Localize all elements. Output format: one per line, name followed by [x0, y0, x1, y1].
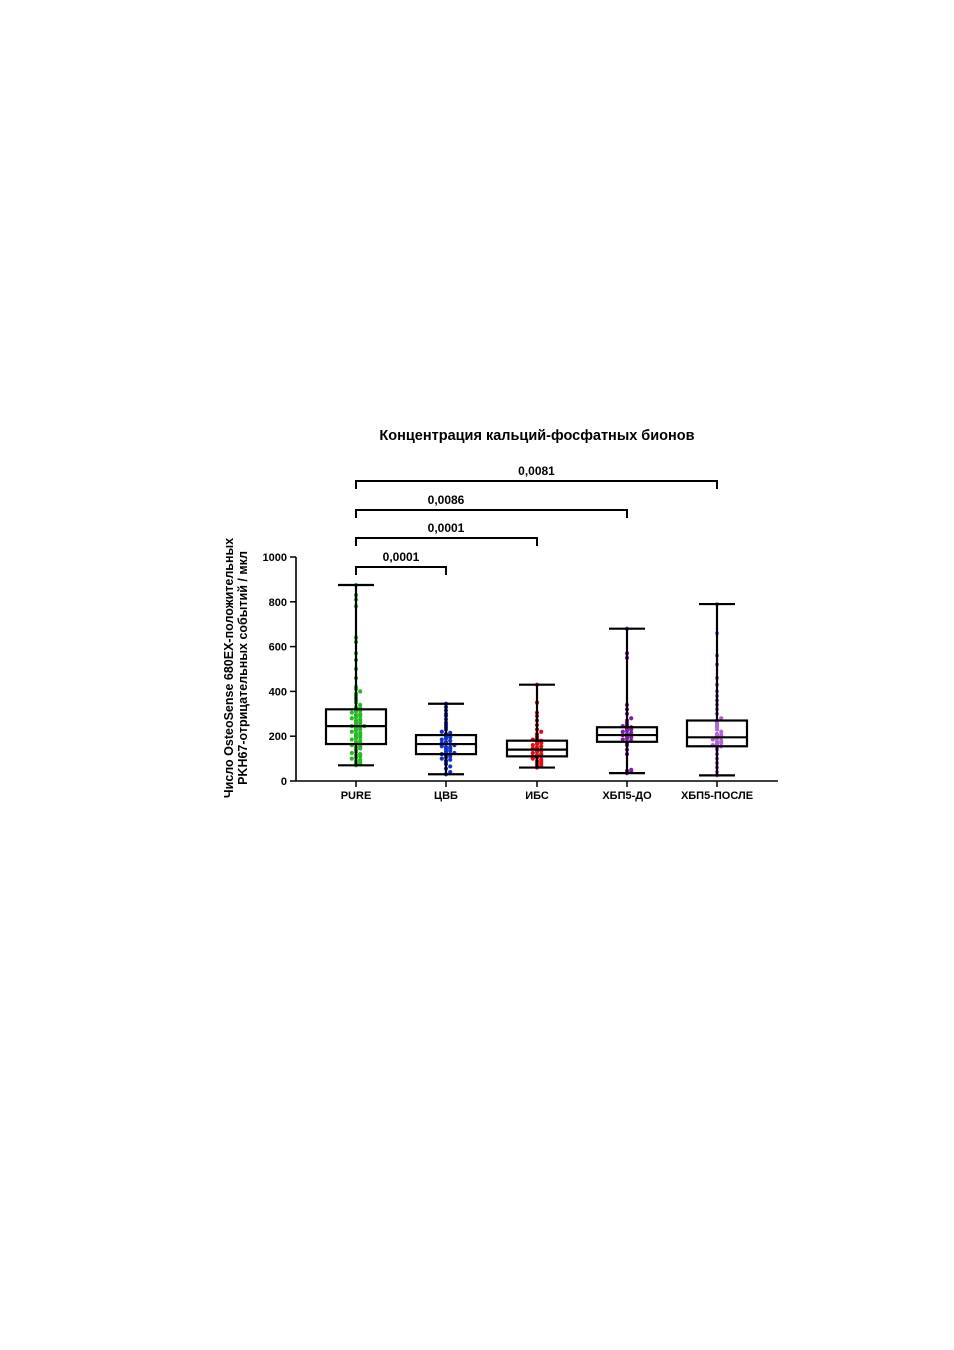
data-point — [530, 743, 535, 748]
data-point — [534, 745, 540, 750]
data-point — [539, 744, 544, 749]
y-axis-label-line-2: PKH67-отрицательных событий / мкл — [236, 551, 250, 785]
data-point — [629, 730, 634, 735]
data-point — [349, 729, 354, 734]
significance-bracket — [355, 566, 447, 575]
x-tick-label: ХБП5-ПОСЛЕ — [681, 790, 753, 802]
y-tick-label: 1000 — [263, 552, 287, 564]
data-point — [719, 732, 724, 738]
data-point — [448, 769, 453, 775]
data-point — [448, 745, 453, 750]
data-point — [353, 718, 359, 723]
data-point — [443, 739, 449, 744]
data-point — [719, 738, 724, 743]
data-point — [714, 731, 720, 737]
data-point — [358, 711, 363, 716]
y-tick-label: 600 — [269, 642, 287, 654]
data-point — [358, 689, 363, 694]
y-tick-label: 800 — [269, 597, 287, 609]
data-point — [448, 764, 453, 769]
significance-bracket — [355, 509, 628, 518]
data-point — [353, 712, 359, 718]
data-point — [439, 744, 444, 749]
significance-bracket — [355, 537, 538, 546]
data-point — [349, 756, 354, 761]
y-axis-label-line-1: Число OsteoSense 680EX-положительных — [222, 538, 236, 798]
data-point — [620, 729, 625, 734]
data-point — [443, 745, 449, 750]
data-point — [358, 744, 363, 749]
significance-bracket — [355, 480, 718, 489]
chart-title: Концентрация кальций-фосфатных бионов — [379, 428, 694, 444]
data-point — [539, 757, 544, 762]
box — [505, 739, 569, 758]
data-point — [620, 737, 625, 742]
box-plots — [324, 583, 749, 777]
data-point — [358, 702, 363, 707]
data-point — [439, 756, 444, 761]
data-point — [353, 726, 359, 731]
x-tick-label: ИБС — [525, 790, 549, 802]
data-point — [358, 730, 363, 735]
data-point — [358, 717, 363, 722]
data-point — [358, 752, 363, 757]
significance-brackets: 0,0001 0,0001 0,0086 0,0081 — [355, 464, 718, 575]
y-tick-label: 200 — [269, 731, 287, 743]
p-value-label: 0,0081 — [518, 464, 555, 478]
data-point — [710, 737, 715, 742]
data-point — [629, 767, 634, 772]
p-value-label: 0,0001 — [428, 521, 465, 535]
data-point — [349, 737, 354, 742]
data-point — [530, 750, 535, 756]
data-point — [353, 731, 359, 737]
data-point — [349, 750, 354, 756]
data-point — [539, 752, 544, 757]
axes: 0 200 400 600 800 1000 PURE ЦВБ ИБС ХБП5-ДО ХБП5-П… — [263, 552, 778, 802]
data-point — [629, 716, 634, 721]
y-tick-label: 400 — [269, 686, 287, 698]
data-point — [448, 757, 453, 762]
box — [685, 719, 749, 748]
data-points — [349, 582, 724, 778]
data-point — [539, 729, 544, 734]
x-tick-label: ХБП5-ДО — [602, 790, 652, 802]
data-point — [358, 738, 363, 743]
data-point — [353, 739, 359, 744]
y-tick-label: 0 — [281, 776, 287, 788]
data-point — [448, 730, 453, 735]
data-point — [349, 710, 354, 715]
x-tick-label: PURE — [341, 790, 372, 802]
data-point — [349, 716, 354, 721]
data-point — [719, 716, 724, 721]
data-point — [439, 737, 444, 742]
data-point — [719, 729, 724, 734]
data-point — [714, 739, 720, 744]
p-value-label: 0,0086 — [428, 493, 465, 507]
data-point — [439, 729, 444, 734]
data-point — [358, 757, 363, 762]
data-point — [448, 738, 453, 743]
p-value-label: 0,0001 — [383, 550, 420, 564]
x-tick-label: ЦВБ — [434, 790, 458, 802]
